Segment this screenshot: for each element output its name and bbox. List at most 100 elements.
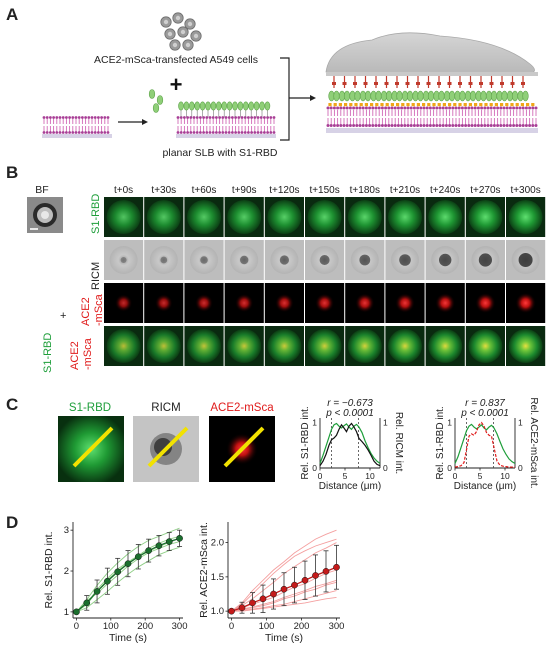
rbd-icon <box>264 101 271 111</box>
ace2-signal <box>432 290 458 316</box>
lipid-head-icon <box>416 124 420 127</box>
row-label-msca: -mSca <box>93 293 105 326</box>
linker-bead-icon <box>328 103 332 107</box>
mean-point <box>104 577 111 585</box>
lipid-head-icon <box>250 131 254 134</box>
rbd-icon <box>375 90 382 102</box>
rbd-icon <box>156 95 164 105</box>
lipid-head-icon <box>243 131 247 134</box>
lipid-head-icon <box>58 131 62 134</box>
lipid-head-icon <box>361 124 365 127</box>
lipid-head-icon <box>521 106 525 110</box>
y-tick-label: 3 <box>64 525 69 536</box>
linker-bead-icon <box>489 103 493 107</box>
lipid-head-icon <box>345 106 349 110</box>
glass-support-icon <box>176 134 276 138</box>
linker-bead-icon <box>494 103 498 107</box>
rbd-icon <box>501 90 508 102</box>
lipid-head-icon <box>336 106 340 110</box>
lipid-head-icon <box>416 106 420 110</box>
lipid-head-icon <box>467 106 471 110</box>
lipid-head-icon <box>502 124 506 127</box>
mean-point <box>238 604 246 612</box>
rbd-icon <box>459 90 466 102</box>
s1rbd-signal <box>388 200 422 234</box>
lipid-head-icon <box>87 131 91 134</box>
glass-support-icon <box>326 128 538 133</box>
merge-signal <box>508 329 543 363</box>
c-image-s1rbd <box>58 416 124 482</box>
rbd-icon <box>448 90 456 102</box>
lipid-head-icon <box>524 124 528 127</box>
linker-bead-icon <box>520 103 524 107</box>
rbd-icon <box>354 90 361 102</box>
linker-bead-icon <box>359 103 363 107</box>
lipid-head-icon <box>432 106 436 110</box>
lipid-head-icon <box>374 106 378 110</box>
particle-core-icon <box>187 21 193 27</box>
mean-point <box>134 553 142 561</box>
lipid-head-icon <box>189 131 193 134</box>
profile-line <box>319 422 381 464</box>
lipid-head-icon <box>227 131 231 134</box>
lipid-head-icon <box>55 116 59 119</box>
lipid-head-icon <box>247 116 250 119</box>
lipid-head-icon <box>326 106 330 110</box>
rbd-icon <box>396 90 403 102</box>
lipid-head-icon <box>90 131 94 134</box>
y-tick-label: 1.0 <box>211 606 224 617</box>
linker-bead-icon <box>375 103 379 107</box>
svg-text:S1-RBD: S1-RBD <box>90 194 102 234</box>
ace2-receptor-icon <box>384 82 389 85</box>
lipid-head-icon <box>100 131 103 134</box>
particle-core-icon <box>172 42 178 48</box>
lipid-head-icon <box>428 106 432 110</box>
lipid-head-icon <box>364 106 368 110</box>
lipid-head-icon <box>454 106 458 110</box>
x-tick-label: 200 <box>294 621 310 632</box>
lipid-head-icon <box>508 124 512 127</box>
lipid-head-icon <box>496 124 500 127</box>
glass-support-icon <box>42 134 112 138</box>
lipid-head-icon <box>71 131 75 134</box>
mean-point <box>228 607 235 615</box>
mean-point <box>176 534 183 542</box>
lipid-head-icon <box>227 116 231 119</box>
lipid-head-icon <box>531 124 535 127</box>
merge-signal <box>468 329 503 363</box>
linker-bead-icon <box>442 103 446 107</box>
lipid-head-icon <box>515 124 519 127</box>
arrow-right-icon <box>118 119 148 125</box>
lipid-head-icon <box>400 124 404 127</box>
lipid-head-icon <box>400 106 404 110</box>
rbd-icon <box>210 101 217 111</box>
lipid-head-icon <box>58 116 62 119</box>
rbd-icon <box>194 101 200 111</box>
x-tick-label: 100 <box>103 621 119 632</box>
c-label-s1rbd: S1-RBD <box>69 402 111 414</box>
ace2-signal <box>232 291 256 315</box>
linker-bead-icon <box>479 103 483 107</box>
lipid-head-icon <box>368 124 372 127</box>
lipid-head-icon <box>387 106 391 110</box>
lipid-head-icon <box>253 131 257 134</box>
ace2-signal <box>512 290 539 316</box>
lipid-head-icon <box>103 131 107 134</box>
lipid-head-icon <box>45 131 49 134</box>
rbd-icon <box>522 90 529 102</box>
lipid-head-icon <box>237 116 241 119</box>
linker-bead-icon <box>468 103 472 107</box>
rbd-icon <box>259 101 265 111</box>
lipid-head-icon <box>93 131 97 134</box>
linker-bead-icon <box>396 103 400 107</box>
lipid-head-icon <box>179 131 183 134</box>
lipid-head-icon <box>342 106 346 110</box>
lipid-head-icon <box>467 124 471 127</box>
lipid-head-icon <box>90 116 94 119</box>
lipid-head-icon <box>406 124 410 127</box>
x-axis-title: Distance (μm) <box>454 481 516 492</box>
timepoint-label: t+270s <box>470 185 500 196</box>
y-tick-label-left: 0 <box>447 463 452 473</box>
s1rbd-signal <box>347 200 382 234</box>
ace2-receptor-icon <box>489 82 494 85</box>
